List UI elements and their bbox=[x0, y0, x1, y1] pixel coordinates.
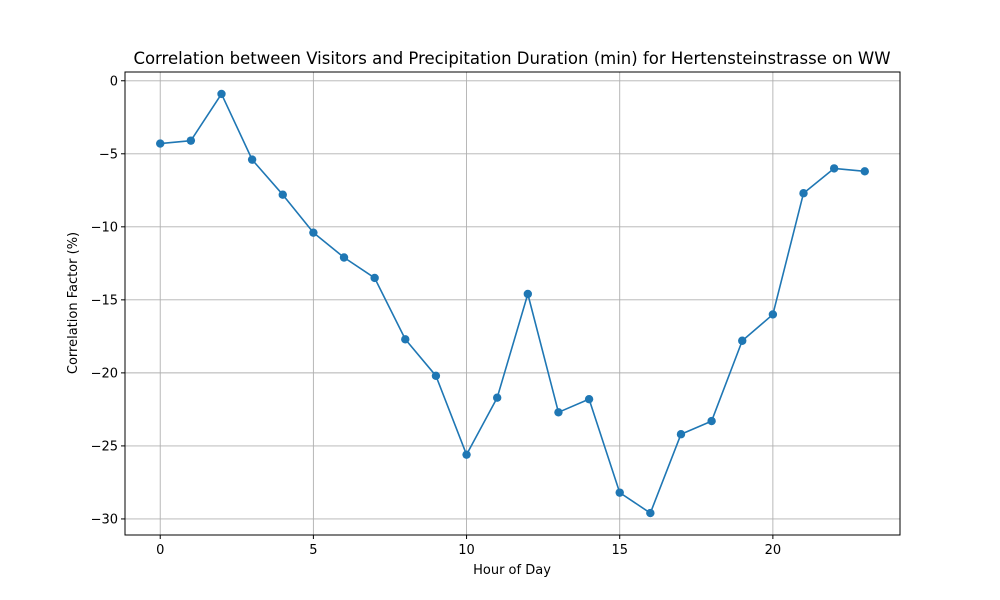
y-axis-label: Correlation Factor (%) bbox=[66, 232, 81, 374]
data-point bbox=[799, 189, 808, 198]
x-tick-label: 5 bbox=[309, 543, 317, 558]
data-point bbox=[492, 393, 502, 402]
data-point bbox=[156, 139, 165, 148]
y-tick-label: −10 bbox=[91, 220, 118, 235]
data-point bbox=[186, 136, 196, 145]
data-point bbox=[370, 273, 379, 283]
data-point bbox=[217, 89, 226, 99]
data-point bbox=[584, 394, 594, 404]
y-tick-label: 0 bbox=[110, 74, 118, 89]
y-axis: 0 −5 −10 −15 −20 −25 −30 bbox=[91, 74, 125, 527]
data-point bbox=[309, 228, 318, 237]
data-point bbox=[401, 335, 410, 344]
series-layer bbox=[156, 89, 869, 518]
data-point bbox=[676, 430, 686, 439]
data-point bbox=[829, 164, 839, 173]
x-tick-label: 20 bbox=[765, 543, 782, 558]
data-point bbox=[615, 488, 624, 497]
data-point bbox=[339, 253, 349, 262]
y-tick-label: −30 bbox=[91, 512, 118, 527]
series-line bbox=[160, 93, 865, 514]
plot-frame bbox=[124, 71, 901, 536]
data-point bbox=[768, 310, 778, 319]
data-point bbox=[278, 190, 287, 199]
y-tick-label: −20 bbox=[91, 366, 118, 381]
y-tick-label: −5 bbox=[99, 147, 118, 162]
grid bbox=[125, 72, 900, 535]
data-point bbox=[247, 155, 257, 164]
x-axis-label: Hour of Day bbox=[473, 563, 551, 578]
data-point bbox=[462, 450, 471, 459]
data-point bbox=[554, 408, 563, 417]
y-tick-label: −15 bbox=[91, 293, 118, 308]
x-tick-label: 0 bbox=[156, 543, 164, 558]
chart-title: Correlation between Visitors and Precipi… bbox=[133, 49, 890, 68]
data-point bbox=[523, 289, 533, 299]
data-point bbox=[860, 167, 869, 176]
y-tick-label: −25 bbox=[91, 439, 118, 454]
x-tick-label: 10 bbox=[458, 543, 475, 558]
data-point bbox=[707, 416, 716, 426]
x-axis: 0 5 10 15 20 bbox=[156, 535, 781, 558]
data-point bbox=[646, 508, 655, 518]
x-tick-label: 15 bbox=[611, 543, 628, 558]
data-point bbox=[431, 371, 441, 380]
data-point bbox=[738, 336, 747, 345]
